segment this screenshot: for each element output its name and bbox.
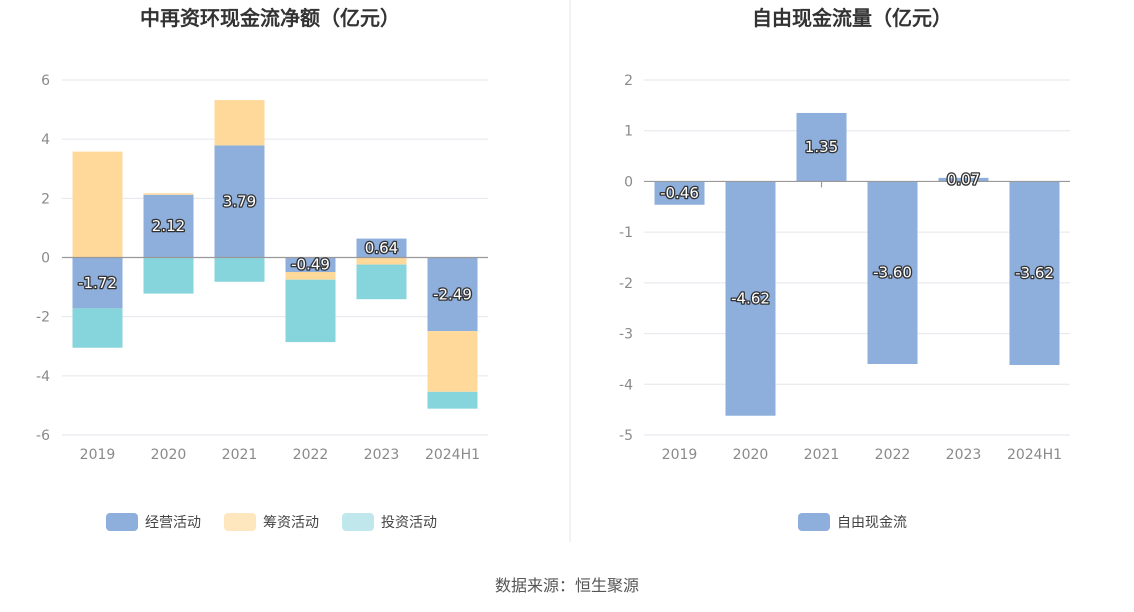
cash-flow-chart: 中再资环现金流净额（亿元） 6 4 2 0 -2 -4 -6 2019 2020 2021 2022 2… (36, 6, 488, 531)
bar (285, 279, 336, 343)
y-tick-label: -1 (619, 225, 633, 241)
x-tick-label: 2024H1 (1007, 447, 1062, 463)
data-label: -0.49 (291, 256, 330, 274)
y-tick-label: 0 (624, 174, 633, 190)
x-tick-label: 2019 (80, 447, 116, 463)
chart-title: 中再资环现金流净额（亿元） (140, 6, 400, 30)
bar (72, 257, 123, 309)
bar (214, 145, 265, 258)
x-tick-label: 2022 (293, 447, 329, 463)
y-tick-label: 2 (624, 73, 633, 89)
y-tick-label: 1 (624, 124, 633, 140)
bar (143, 257, 194, 294)
bar (356, 238, 407, 258)
legend-swatch[interactable] (342, 513, 374, 531)
bar (214, 100, 265, 146)
data-label: -3.60 (873, 264, 912, 282)
data-label: -2.49 (433, 285, 472, 303)
legend-label[interactable]: 筹资活动 (263, 514, 319, 531)
x-tick-label: 2024H1 (425, 447, 480, 463)
y-tick-label: -2 (36, 310, 50, 326)
data-label: 0.07 (947, 171, 980, 189)
legend-label[interactable]: 经营活动 (145, 515, 201, 531)
data-label: 1.35 (805, 138, 838, 156)
x-tick-label: 2019 (662, 447, 698, 463)
y-tick-label: -4 (619, 377, 633, 393)
bar (654, 181, 705, 205)
bar (1009, 181, 1060, 366)
legend-swatch[interactable] (106, 513, 138, 531)
data-label: -3.62 (1015, 264, 1054, 282)
y-tick-label: 4 (41, 132, 50, 148)
x-tick-label: 2023 (946, 447, 982, 463)
bar (725, 181, 776, 416)
data-label: 3.79 (223, 192, 256, 210)
bar (285, 271, 336, 280)
legend-swatch[interactable] (224, 513, 256, 531)
bar (796, 112, 847, 182)
data-label: 2.12 (152, 217, 185, 235)
legend-swatch[interactable] (798, 513, 830, 531)
legend-label[interactable]: 投资活动 (381, 515, 437, 531)
x-tick-label: 2023 (364, 447, 400, 463)
bar (356, 264, 407, 300)
legend-label[interactable]: 自由现金流 (837, 515, 907, 531)
x-tick-label: 2021 (222, 447, 258, 463)
bar (214, 257, 265, 282)
bar (143, 194, 194, 258)
chart-title: 自由现金流量（亿元） (752, 6, 952, 30)
bar (867, 181, 918, 364)
y-tick-label: 0 (41, 251, 50, 267)
y-tick-label: 6 (41, 73, 50, 89)
bar (356, 257, 407, 265)
data-source: 数据来源：恒生聚源 (494, 576, 639, 595)
bar (427, 257, 478, 332)
y-tick-label: -5 (619, 428, 633, 444)
bar (72, 308, 123, 348)
y-tick-label: -4 (36, 369, 50, 385)
bar (938, 177, 989, 182)
y-tick-label: -3 (619, 327, 633, 343)
x-tick-label: 2020 (151, 447, 187, 463)
x-tick-label: 2021 (804, 447, 840, 463)
bar (72, 151, 123, 258)
bar (427, 331, 478, 392)
data-label: -1.72 (78, 274, 117, 292)
x-tick-label: 2022 (875, 447, 911, 463)
x-tick-label: 2020 (733, 447, 769, 463)
bar (427, 391, 478, 409)
y-tick-label: 2 (41, 191, 50, 207)
data-label: 0.64 (365, 239, 398, 257)
y-tick-label: -2 (619, 276, 633, 292)
bar (143, 193, 194, 195)
bar (285, 257, 336, 272)
y-tick-label: -6 (36, 428, 50, 444)
data-label: -0.46 (660, 184, 699, 202)
data-label: -4.62 (731, 290, 770, 308)
free-cash-flow-chart: 自由现金流量（亿元） 2 1 0 -1 -2 -3 -4 -5 2019 2020 2021 2022 2… (619, 6, 1070, 531)
